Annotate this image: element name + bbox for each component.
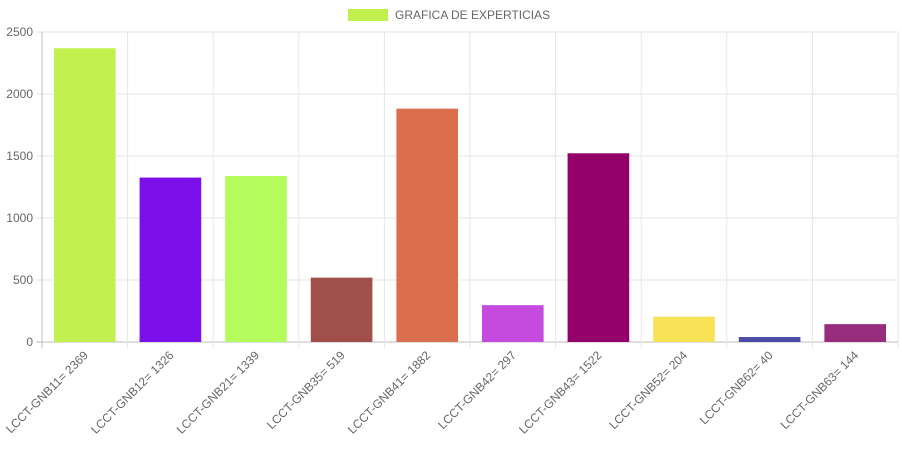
- bar[interactable]: [481, 305, 544, 342]
- x-tick-label: LCCT-GNB21= 1339: [174, 348, 263, 437]
- y-tick-label: 1500: [6, 149, 33, 163]
- bar[interactable]: [653, 316, 715, 342]
- bar[interactable]: [738, 337, 801, 342]
- bar[interactable]: [225, 175, 287, 342]
- y-tick-label: 2000: [6, 87, 33, 101]
- bar[interactable]: [53, 48, 116, 343]
- bar[interactable]: [824, 324, 887, 342]
- legend-label: GRAFICA DE EXPERTICIAS: [395, 8, 550, 22]
- bar[interactable]: [139, 177, 202, 342]
- bar[interactable]: [567, 153, 630, 342]
- x-tick-label: LCCT-GNB63= 144: [778, 348, 862, 432]
- y-axis: 0 500 1000 1500 2000 2500: [6, 25, 33, 349]
- y-tick-label: 1000: [6, 211, 33, 225]
- x-tick-label: LCCT-GNB42= 297: [435, 348, 519, 432]
- bar[interactable]: [396, 108, 459, 342]
- x-tick-label: LCCT-GNB62= 40: [697, 348, 776, 427]
- x-tick-label: LCCT-GNB12= 1326: [88, 348, 177, 437]
- x-tick-label: LCCT-GNB11= 2369: [3, 348, 91, 436]
- bar[interactable]: [310, 277, 373, 342]
- bars: [53, 48, 887, 343]
- y-tick-label: 500: [13, 273, 33, 287]
- x-tick-label: LCCT-GNB43= 1522: [516, 348, 605, 437]
- y-tick-label: 2500: [6, 25, 33, 39]
- x-tick-label: LCCT-GNB52= 204: [606, 348, 690, 432]
- chart-legend[interactable]: GRAFICA DE EXPERTICIAS: [348, 8, 550, 22]
- x-tick-label: LCCT-GNB35= 519: [264, 348, 348, 432]
- y-tick-label: 0: [26, 335, 33, 349]
- legend-swatch: [348, 9, 388, 21]
- x-tick-label: LCCT-GNB41= 1882: [345, 348, 434, 437]
